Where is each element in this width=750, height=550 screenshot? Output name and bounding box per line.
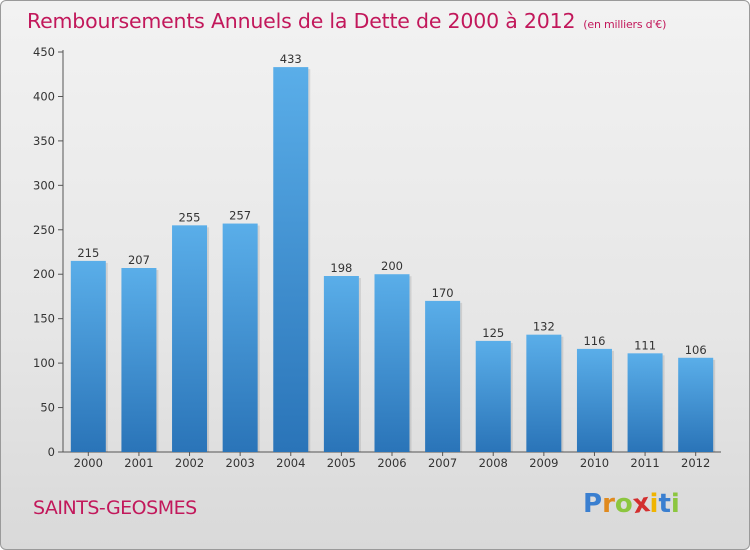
y-tick-label: 300 [33, 178, 55, 192]
bar [222, 223, 258, 452]
bar [678, 357, 714, 452]
bar [172, 225, 208, 452]
x-tick-label: 2003 [226, 456, 255, 470]
logo-letter: P [583, 489, 603, 519]
bar [121, 268, 157, 452]
x-tick-label: 2000 [74, 456, 103, 470]
commune-name: SAINTS-GEOSMES [33, 497, 197, 519]
x-tick-label: 2002 [175, 456, 204, 470]
chart-title: Remboursements Annuels de la Dette de 20… [27, 9, 666, 33]
x-tick-label: 2008 [479, 456, 508, 470]
bar-value-label: 111 [634, 338, 656, 352]
y-tick-label: 100 [33, 356, 55, 370]
logo-letter: o [614, 489, 633, 519]
y-tick-label: 400 [33, 89, 55, 103]
bar [576, 348, 612, 452]
chart-axes: 0 50 100 150 200 250 300 350 400 450 2000 2001 2002 2… [33, 45, 721, 470]
y-tick-label: 450 [33, 45, 55, 59]
bar-value-label: 200 [381, 259, 403, 273]
chart-labels: 215 207 255 257 433 198 200 170 125 132 116 111 106 [77, 52, 706, 357]
chart-bars [70, 67, 716, 452]
chart-title-text: Remboursements Annuels de la Dette de 20… [27, 9, 576, 33]
y-tick-label: 350 [33, 134, 55, 148]
x-tick-label: 2012 [681, 456, 710, 470]
logo-letter: x [630, 487, 652, 521]
bar-value-label: 116 [583, 334, 605, 348]
bar-value-label: 106 [685, 343, 707, 357]
logo-letter: i [670, 489, 680, 519]
bar-value-label: 125 [482, 326, 504, 340]
bar [70, 260, 106, 452]
x-tick-label: 2005 [327, 456, 356, 470]
x-tick-label: 2004 [276, 456, 305, 470]
x-tick-label: 2007 [428, 456, 457, 470]
y-tick-label: 0 [48, 445, 55, 459]
bar [475, 340, 511, 452]
bar-value-label: 132 [533, 320, 555, 334]
proxiti-logo: Proxiti [583, 487, 680, 521]
bar [526, 334, 562, 452]
x-tick-label: 2009 [529, 456, 558, 470]
bar-value-label: 433 [280, 52, 302, 66]
x-tick-label: 2006 [377, 456, 406, 470]
y-tick-label: 150 [33, 312, 55, 326]
y-tick-label: 200 [33, 267, 55, 281]
x-tick-label: 2011 [630, 456, 659, 470]
bar-value-label: 255 [179, 210, 201, 224]
bar [273, 67, 309, 452]
bar [374, 274, 410, 452]
bar-value-label: 170 [432, 286, 454, 300]
logo-letter: r [602, 489, 615, 519]
bar-value-label: 215 [77, 246, 99, 260]
bar [323, 276, 359, 452]
x-tick-label: 2010 [580, 456, 609, 470]
y-tick-label: 50 [40, 401, 55, 415]
bar [425, 300, 461, 452]
logo-letter: i [649, 489, 659, 519]
bar [627, 353, 663, 452]
bar-value-label: 207 [128, 253, 150, 267]
bar-value-label: 198 [330, 261, 352, 275]
chart-unit: (en milliers d'€) [583, 18, 667, 31]
logo-letter: t [658, 489, 671, 519]
bar-value-label: 257 [229, 209, 251, 223]
x-tick-label: 2001 [124, 456, 153, 470]
y-tick-label: 250 [33, 223, 55, 237]
